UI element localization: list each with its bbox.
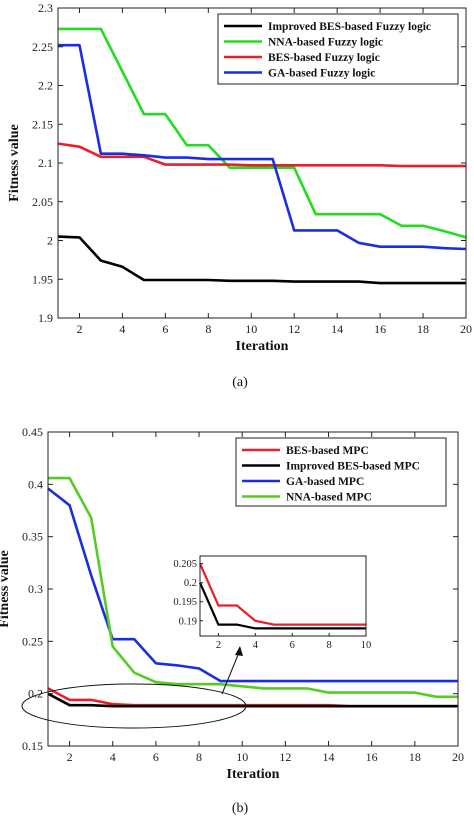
legend: BES-based MPC Improved BES-based MPC GA-ba…: [235, 437, 447, 507]
y-axis-label: Fitness value: [0, 550, 12, 627]
y-tick-label: 2.15: [32, 117, 53, 131]
inset-series-line-1: [198, 582, 366, 630]
y-axis-label: Fitness value: [7, 124, 22, 201]
x-tick-label: 12: [288, 322, 300, 336]
y-tick-label: 1.9: [38, 311, 53, 325]
series-line-2: [57, 142, 466, 168]
x-tick-label: 16: [366, 750, 378, 764]
caption-a: (a): [232, 375, 248, 390]
y-tick-label: 2.1: [38, 156, 53, 170]
y-tick-label: 0.45: [22, 425, 43, 439]
series-line-1: [47, 692, 458, 708]
caption-b: (b): [232, 801, 249, 816]
y-tick-label: 2.2: [38, 79, 53, 93]
x-tick-label: 4: [110, 750, 116, 764]
legend-entry: BES-based Fuzzy logic: [268, 52, 380, 64]
x-tick-label: 6: [153, 750, 159, 764]
inset-y-tick-label: 0.205: [173, 559, 197, 570]
inset-x-tick-label: 8: [326, 640, 331, 651]
legend-entry: GA-based MPC: [286, 476, 364, 488]
x-tick-label: 14: [323, 750, 335, 764]
inset-y-tick-label: 0.195: [173, 597, 197, 608]
legend-entry: NNA-based MPC: [286, 492, 372, 504]
legend-entry: Improved BES-based Fuzzy logic: [268, 21, 431, 33]
y-tick-label: 0.35: [22, 530, 43, 544]
y-tick-label: 2.25: [32, 40, 53, 54]
y-tick-label: 0.25: [22, 634, 43, 648]
x-axis-label: Iteration: [236, 339, 289, 354]
series-line-3: [48, 476, 458, 699]
inset-chart: 2 4 6 8 10 0.19 0.195 0.2 0.205: [173, 555, 372, 651]
x-axis-label: Iteration: [227, 767, 280, 782]
x-tick-label: 8: [205, 322, 211, 336]
inset-series-line-0: [198, 563, 366, 626]
y-tick-label: 0.15: [22, 739, 43, 753]
series-line-0: [57, 235, 466, 285]
x-tick-label: 20: [452, 750, 464, 764]
inset-x-tick-label: 2: [216, 640, 221, 651]
legend-entry: BES-based MPC: [286, 445, 369, 457]
x-tick-label: 2: [67, 750, 73, 764]
legend-entry: NNA-based Fuzzy logic: [268, 37, 383, 49]
x-tick-label: 10: [236, 750, 248, 764]
y-tick-label: 0.4: [28, 477, 43, 491]
y-tick-label: 2: [47, 234, 53, 248]
legend: Improved BES-based Fuzzy logic NNA-based …: [217, 13, 459, 85]
zoom-ellipse: [21, 683, 247, 729]
zoom-arrow-line: [221, 649, 241, 695]
x-tick-label: 2: [76, 322, 82, 336]
inset-y-tick-label: 0.2: [184, 578, 197, 589]
x-tick-label: 16: [374, 322, 386, 336]
x-tick-label: 6: [162, 322, 168, 336]
y-tick-label: 2.05: [32, 195, 53, 209]
series-line-0: [47, 687, 458, 708]
series-line-3: [58, 43, 467, 251]
x-tick-label: 4: [119, 322, 125, 336]
series-line-2: [47, 487, 458, 683]
legend-entry: GA-based Fuzzy logic: [268, 68, 375, 80]
inset-x-tick-label: 6: [290, 640, 295, 651]
y-tick-label: 1.95: [32, 272, 53, 286]
x-tick-label: 12: [279, 750, 291, 764]
inset-background: [200, 556, 366, 636]
inset-x-tick-label: 4: [253, 640, 259, 651]
x-tick-label: 14: [331, 322, 343, 336]
x-tick-label: 18: [417, 322, 429, 336]
chart-a: 2 4 6 8 10 12 14 16 18 20 1.9 1.95 2 2.05 2.1 2.15 2.2 2.…: [7, 1, 472, 354]
chart-b: 2 4 6 8 10 12 14 16 18 20 0.15 0.2 0.25 0.3 0.35 0.4 0.4…: [0, 425, 464, 782]
series-line-1: [58, 27, 467, 239]
x-tick-label: 18: [409, 750, 421, 764]
x-tick-label: 10: [245, 322, 257, 336]
zoom-arrow-head: [235, 646, 243, 656]
y-tick-label: 0.3: [28, 582, 43, 596]
inset-y-tick-label: 0.19: [179, 616, 197, 627]
inset-frame: [199, 555, 367, 637]
y-tick-label: 2.3: [38, 1, 53, 15]
x-tick-label: 8: [196, 750, 202, 764]
legend-entry: Improved BES-based MPC: [286, 461, 420, 473]
inset-x-tick-label: 10: [361, 640, 372, 651]
x-tick-label: 20: [460, 322, 472, 336]
